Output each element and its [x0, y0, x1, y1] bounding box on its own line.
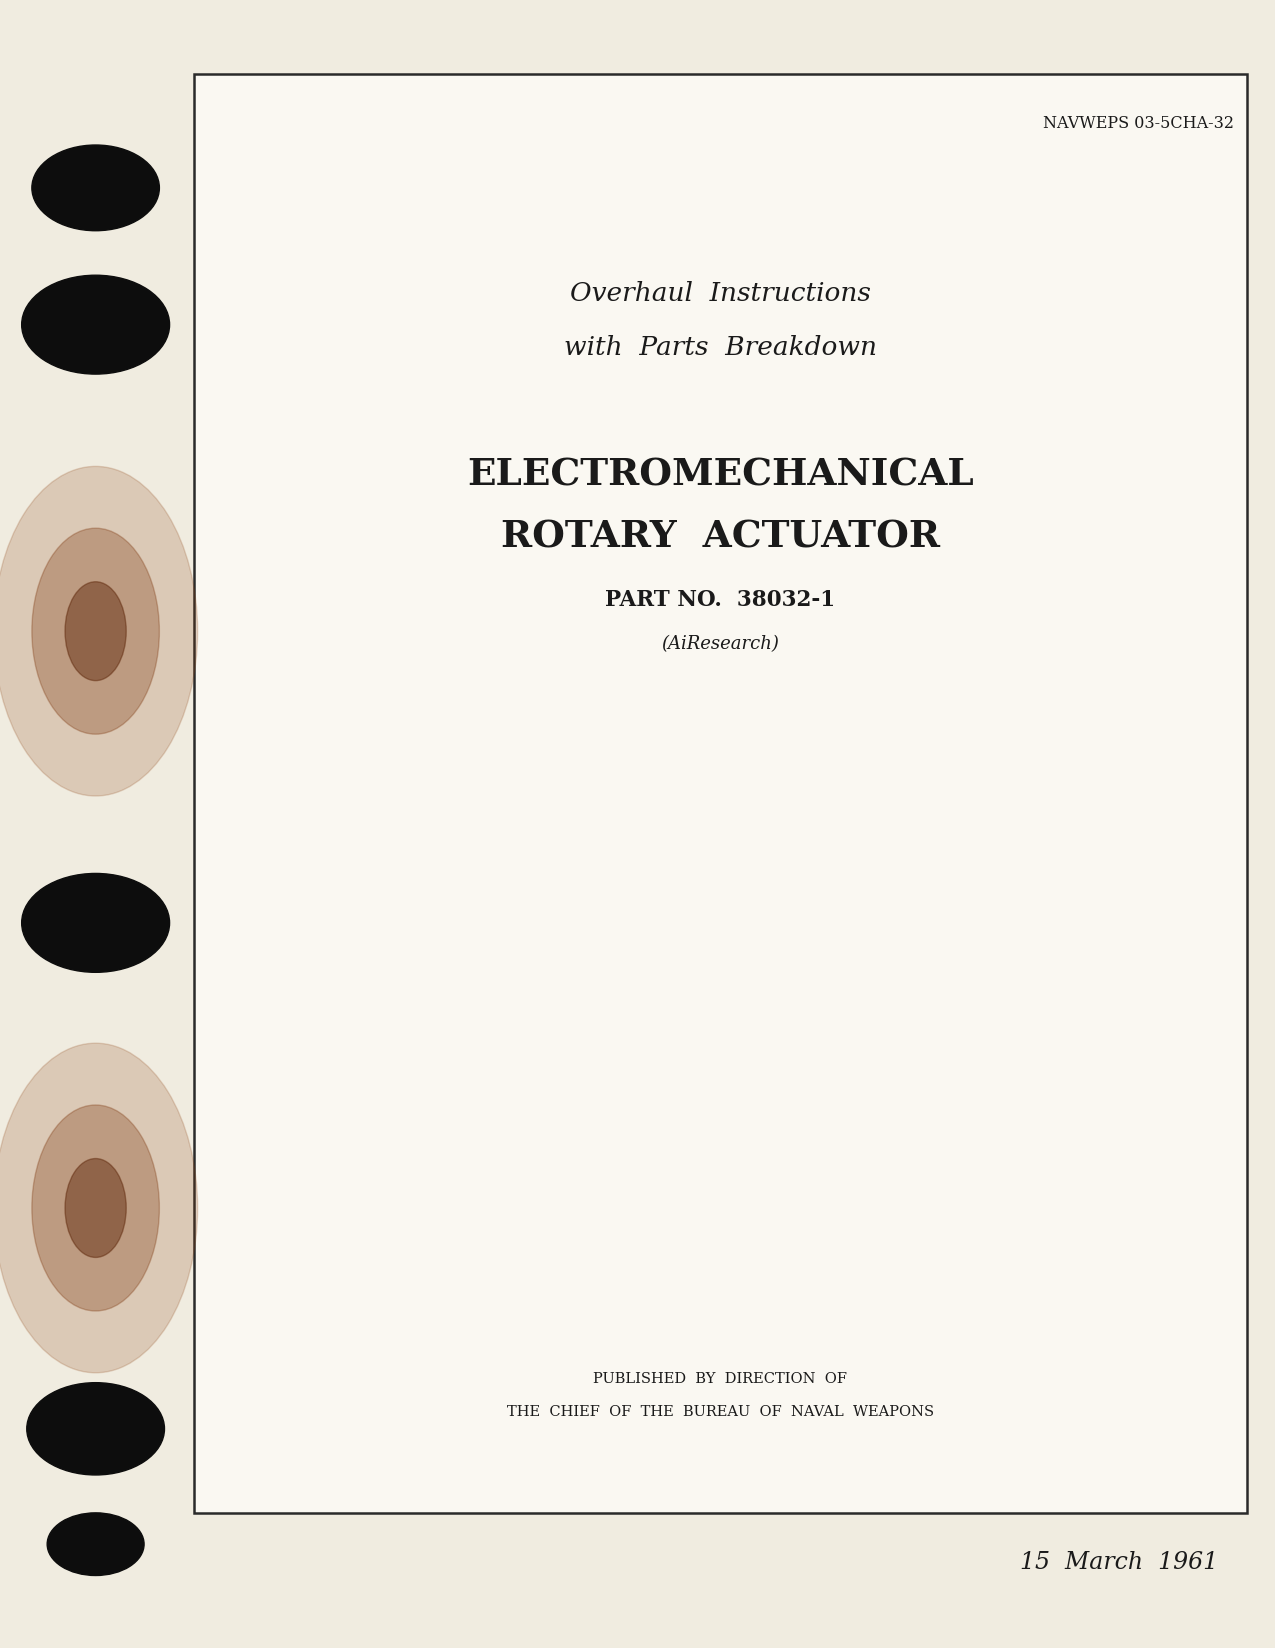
- Bar: [194, 74, 1247, 1513]
- Ellipse shape: [27, 1383, 164, 1475]
- Ellipse shape: [0, 466, 198, 796]
- Ellipse shape: [47, 1513, 144, 1575]
- Text: THE  CHIEF  OF  THE  BUREAU  OF  NAVAL  WEAPONS: THE CHIEF OF THE BUREAU OF NAVAL WEAPONS: [506, 1406, 933, 1419]
- Text: NAVWEPS 03-5CHA-32: NAVWEPS 03-5CHA-32: [1043, 115, 1234, 132]
- Text: ROTARY  ACTUATOR: ROTARY ACTUATOR: [501, 519, 940, 555]
- Ellipse shape: [0, 1043, 198, 1373]
- Text: 15  March  1961: 15 March 1961: [1020, 1551, 1218, 1574]
- Text: PART NO.  38032-1: PART NO. 38032-1: [606, 588, 835, 611]
- Text: ELECTROMECHANICAL: ELECTROMECHANICAL: [467, 456, 974, 493]
- Ellipse shape: [65, 582, 126, 681]
- Text: Overhaul  Instructions: Overhaul Instructions: [570, 280, 871, 307]
- Ellipse shape: [22, 873, 170, 972]
- Ellipse shape: [32, 1104, 159, 1312]
- Ellipse shape: [22, 275, 170, 374]
- Ellipse shape: [32, 145, 159, 231]
- Ellipse shape: [32, 527, 159, 735]
- Text: PUBLISHED  BY  DIRECTION  OF: PUBLISHED BY DIRECTION OF: [593, 1373, 848, 1386]
- Text: (AiResearch): (AiResearch): [662, 636, 779, 653]
- Text: with  Parts  Breakdown: with Parts Breakdown: [564, 335, 877, 361]
- Ellipse shape: [65, 1159, 126, 1257]
